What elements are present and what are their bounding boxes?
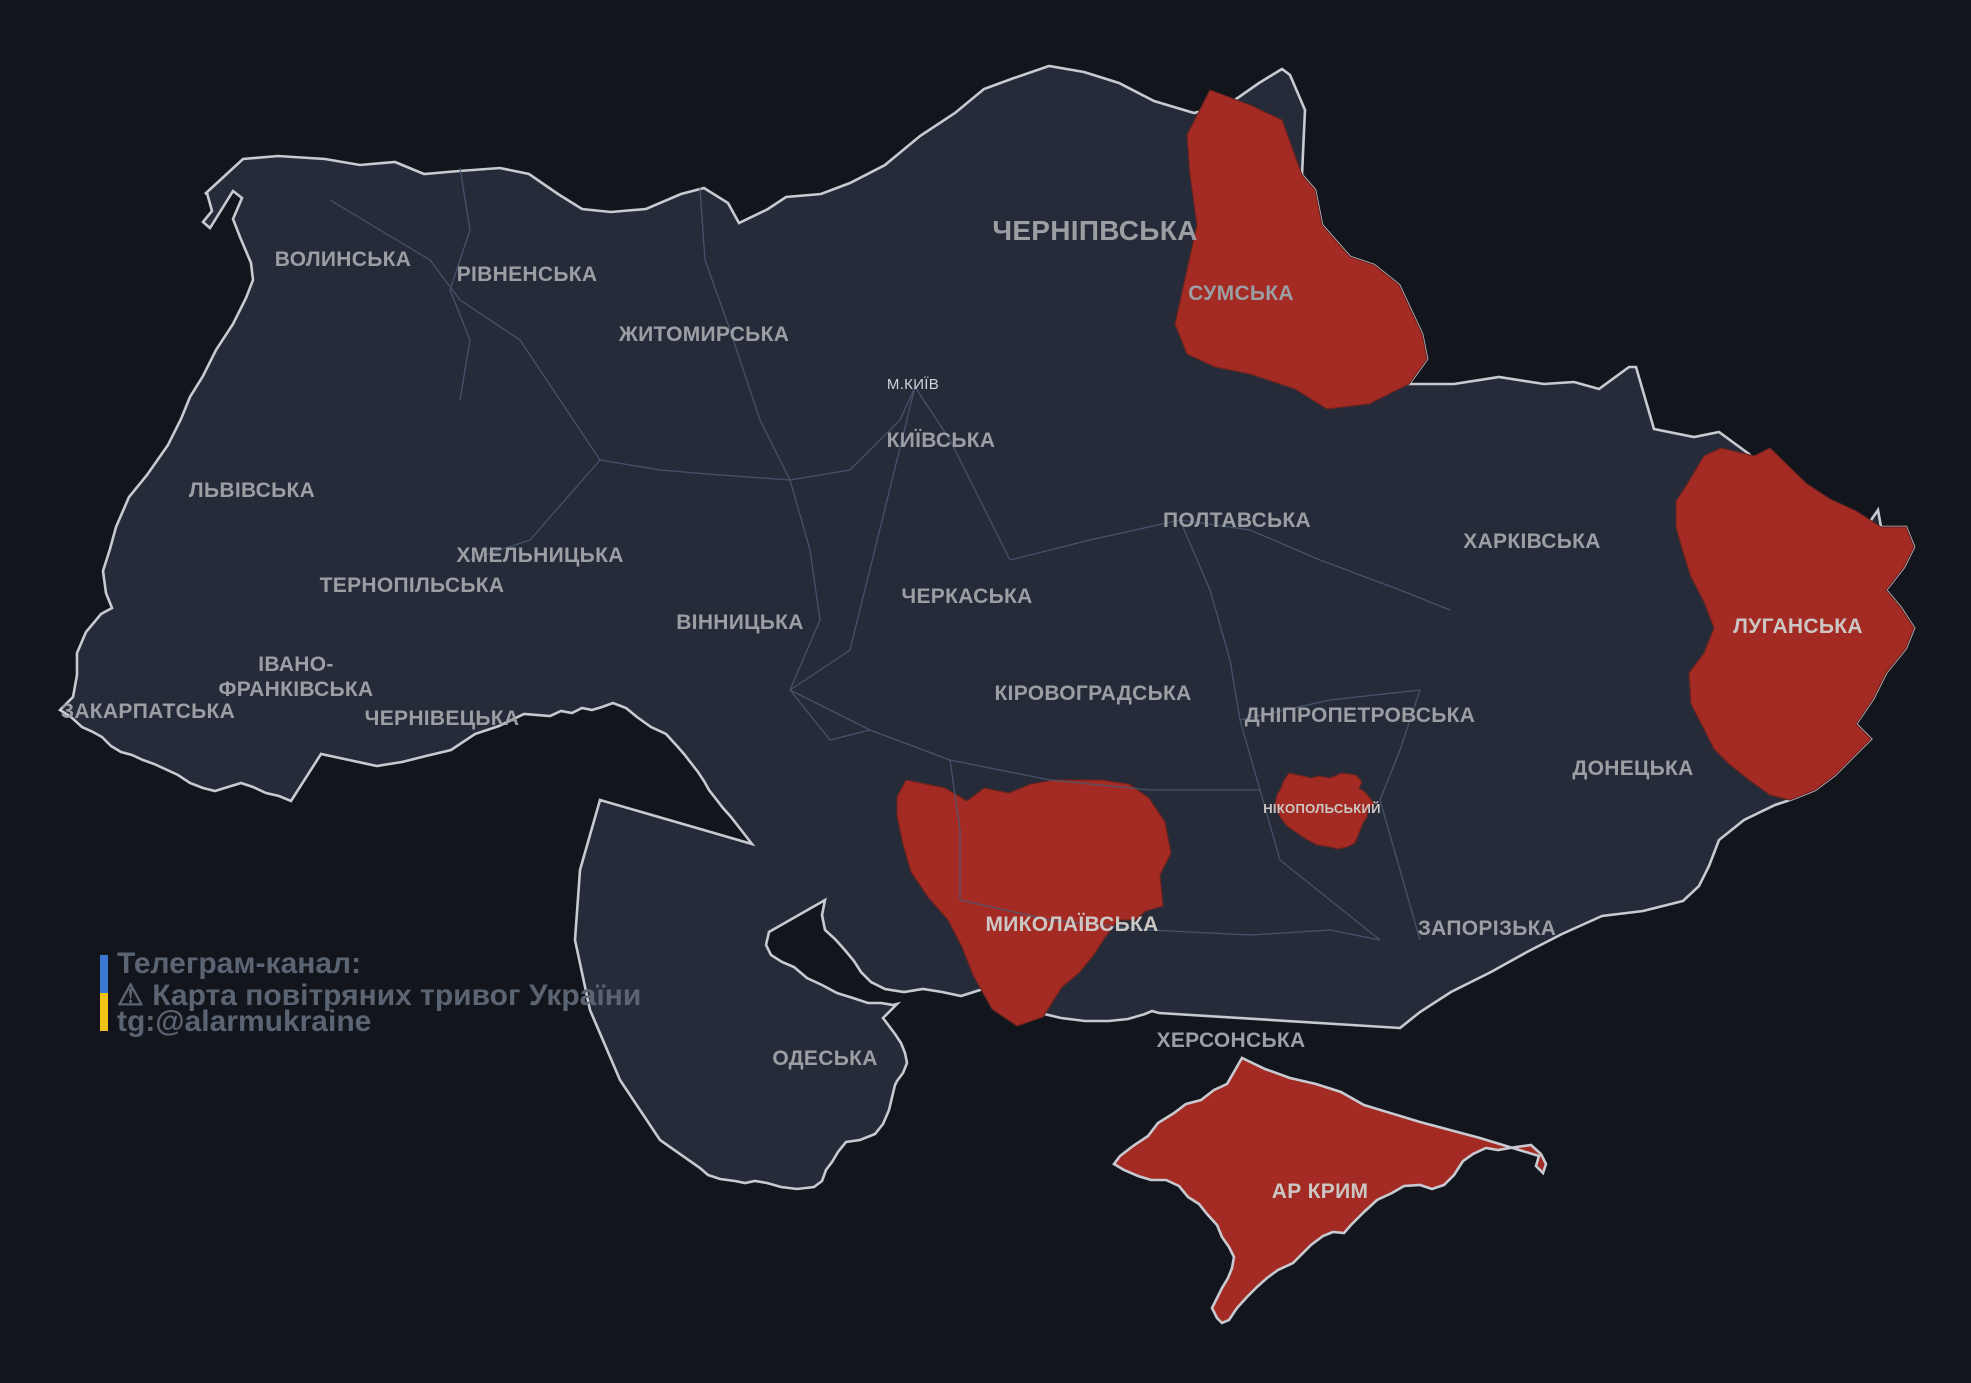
- svg-text:МИКОЛАЇВСЬКА: МИКОЛАЇВСЬКА: [985, 913, 1158, 936]
- svg-text:РІВНЕНСЬКА: РІВНЕНСЬКА: [457, 263, 598, 286]
- svg-text:ХЕРСОНСЬКА: ХЕРСОНСЬКА: [1157, 1029, 1306, 1052]
- svg-text:М.КИЇВ: М.КИЇВ: [887, 376, 939, 393]
- svg-text:tg:@alarmukraine: tg:@alarmukraine: [117, 1005, 371, 1038]
- svg-text:ХАРКІВСЬКА: ХАРКІВСЬКА: [1463, 530, 1600, 553]
- svg-text:ЗАКАРПАТСЬКА: ЗАКАРПАТСЬКА: [61, 700, 235, 723]
- svg-text:ФРАНКІВСЬКА: ФРАНКІВСЬКА: [219, 678, 374, 701]
- svg-text:ЧЕРНІПВСЬКА: ЧЕРНІПВСЬКА: [992, 215, 1197, 246]
- svg-text:ОДЕСЬКА: ОДЕСЬКА: [772, 1047, 877, 1070]
- svg-text:КІРОВОГРАДСЬКА: КІРОВОГРАДСЬКА: [994, 682, 1191, 705]
- svg-text:ЛУГАНСЬКА: ЛУГАНСЬКА: [1733, 615, 1863, 638]
- svg-text:ВІННИЦЬКА: ВІННИЦЬКА: [676, 611, 804, 634]
- svg-text:ПОЛТАВСЬКА: ПОЛТАВСЬКА: [1163, 509, 1311, 532]
- svg-text:Телеграм-канал:: Телеграм-канал:: [117, 947, 361, 980]
- svg-text:ДОНЕЦЬКА: ДОНЕЦЬКА: [1572, 757, 1693, 780]
- svg-text:ВОЛИНСЬКА: ВОЛИНСЬКА: [275, 248, 411, 271]
- svg-text:АР КРИМ: АР КРИМ: [1272, 1180, 1369, 1203]
- svg-text:ЧЕРНІВЕЦЬКА: ЧЕРНІВЕЦЬКА: [365, 707, 520, 730]
- svg-text:ЗАПОРІЗЬКА: ЗАПОРІЗЬКА: [1418, 917, 1557, 940]
- svg-text:ДНІПРОПЕТРОВСЬКА: ДНІПРОПЕТРОВСЬКА: [1245, 704, 1476, 727]
- svg-text:КИЇВСЬКА: КИЇВСЬКА: [887, 429, 996, 452]
- svg-text:ЧЕРКАСЬКА: ЧЕРКАСЬКА: [901, 585, 1032, 608]
- svg-text:ЛЬВІВСЬКА: ЛЬВІВСЬКА: [189, 479, 315, 502]
- svg-text:ІВАНО-: ІВАНО-: [258, 653, 333, 676]
- svg-text:СУМСЬКА: СУМСЬКА: [1188, 282, 1294, 305]
- svg-text:ХМЕЛЬНИЦЬКА: ХМЕЛЬНИЦЬКА: [456, 544, 623, 567]
- svg-text:НІКОПОЛЬСЬКИЙ: НІКОПОЛЬСЬКИЙ: [1263, 801, 1381, 816]
- svg-text:ТЕРНОПІЛЬСЬКА: ТЕРНОПІЛЬСЬКА: [320, 574, 505, 597]
- svg-text:ЖИТОМИРСЬКА: ЖИТОМИРСЬКА: [618, 323, 789, 346]
